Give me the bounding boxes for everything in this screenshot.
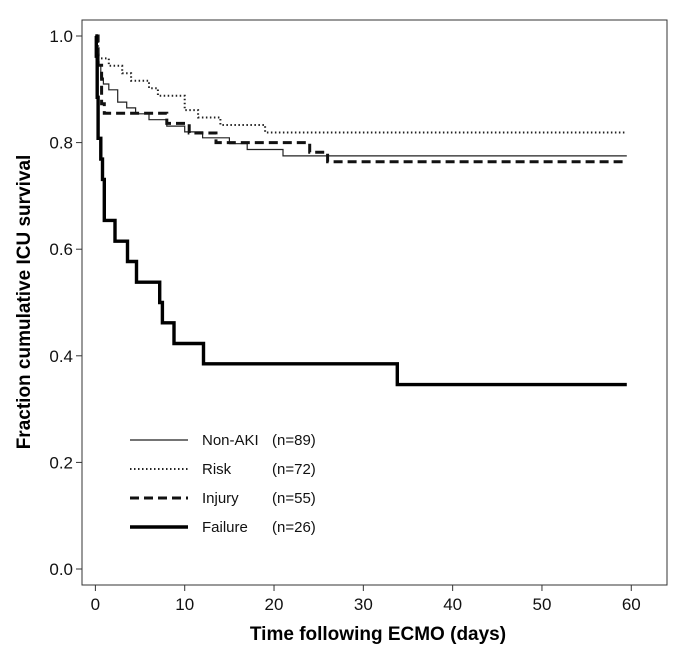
x-tick-label: 60 xyxy=(622,595,641,614)
x-tick-label: 10 xyxy=(175,595,194,614)
y-tick-label: 0.4 xyxy=(49,347,73,366)
series-line-failure xyxy=(94,34,627,387)
x-axis: 0 10 20 30 40 50 60 xyxy=(91,585,641,614)
plot-frame xyxy=(81,19,668,586)
legend-count: (n=26) xyxy=(272,519,316,536)
y-tick-label: 0.0 xyxy=(49,560,73,579)
series-line-non-aki xyxy=(95,35,627,157)
y-tick-label: 0.6 xyxy=(49,240,73,259)
series-line-injury xyxy=(95,34,627,164)
legend-count: (n=72) xyxy=(272,461,316,478)
y-axis: 0.0 0.2 0.4 0.6 0.8 1.0 xyxy=(49,27,82,579)
x-tick-label: 30 xyxy=(354,595,373,614)
legend-label: Non-AKI xyxy=(202,432,259,449)
series-line-risk xyxy=(95,35,627,134)
x-tick-label: 20 xyxy=(265,595,284,614)
x-tick-label: 40 xyxy=(443,595,462,614)
x-tick-label: 50 xyxy=(533,595,552,614)
legend-label: Risk xyxy=(202,461,232,478)
y-tick-label: 0.8 xyxy=(49,134,73,153)
x-tick-label: 0 xyxy=(91,595,100,614)
series-layer xyxy=(94,34,627,387)
legend-count: (n=89) xyxy=(272,432,316,449)
legend-label: Failure xyxy=(202,519,248,536)
y-tick-label: 0.2 xyxy=(49,453,73,472)
legend-label: Injury xyxy=(202,490,239,507)
y-axis-title: Fraction cumulative ICU survival xyxy=(14,155,35,450)
legend: Non-AKI (n=89) Risk (n=72) Injury (n=55) Failu… xyxy=(130,432,316,536)
legend-count: (n=55) xyxy=(272,490,316,507)
x-axis-title: Time following ECMO (days) xyxy=(250,624,506,645)
y-tick-label: 1.0 xyxy=(49,27,73,46)
